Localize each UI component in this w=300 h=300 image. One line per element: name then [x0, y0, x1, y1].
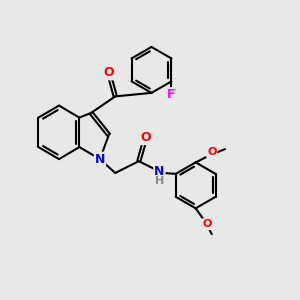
- Text: O: O: [140, 131, 151, 144]
- Text: O: O: [203, 219, 212, 229]
- Text: O: O: [103, 66, 114, 80]
- Text: N: N: [95, 153, 105, 166]
- Text: N: N: [154, 165, 165, 178]
- Text: O: O: [207, 147, 217, 157]
- Text: F: F: [167, 88, 176, 101]
- Text: H: H: [155, 176, 164, 186]
